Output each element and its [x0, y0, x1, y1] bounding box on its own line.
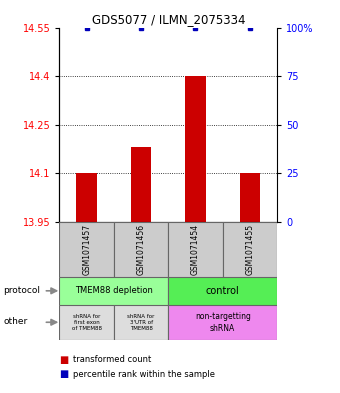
Text: shRNA for
3'UTR of
TMEM88: shRNA for 3'UTR of TMEM88 — [128, 314, 155, 331]
Bar — [59, 222, 114, 277]
Bar — [185, 76, 206, 222]
Bar — [114, 305, 168, 340]
Bar — [168, 222, 223, 277]
Bar — [76, 173, 97, 222]
Text: non-targetting
shRNA: non-targetting shRNA — [195, 312, 251, 332]
Text: ■: ■ — [59, 369, 69, 379]
Bar — [59, 277, 168, 305]
Bar — [131, 147, 151, 222]
Text: other: other — [3, 317, 28, 325]
Bar — [168, 277, 277, 305]
Bar — [168, 305, 277, 340]
Bar — [223, 222, 277, 277]
Text: percentile rank within the sample: percentile rank within the sample — [73, 370, 215, 378]
Title: GDS5077 / ILMN_2075334: GDS5077 / ILMN_2075334 — [91, 13, 245, 26]
Bar — [59, 305, 114, 340]
Text: GSM1071454: GSM1071454 — [191, 224, 200, 275]
Text: TMEM88 depletion: TMEM88 depletion — [75, 286, 153, 295]
Text: GSM1071455: GSM1071455 — [245, 224, 254, 275]
Text: GSM1071456: GSM1071456 — [137, 224, 146, 275]
Text: ■: ■ — [59, 354, 69, 365]
Text: control: control — [206, 286, 240, 296]
Text: shRNA for
first exon
of TMEM88: shRNA for first exon of TMEM88 — [72, 314, 102, 331]
Text: GSM1071457: GSM1071457 — [82, 224, 91, 275]
Bar — [114, 222, 168, 277]
Text: protocol: protocol — [3, 286, 40, 295]
Text: transformed count: transformed count — [73, 355, 151, 364]
Bar — [240, 173, 260, 222]
